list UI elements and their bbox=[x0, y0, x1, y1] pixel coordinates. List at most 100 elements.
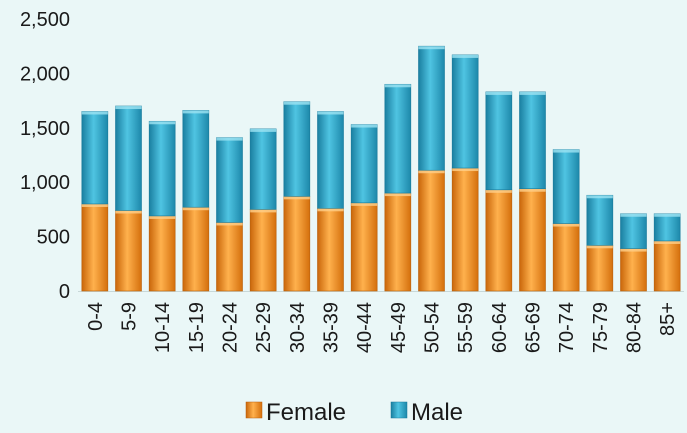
bar-edge-male-10-14 bbox=[149, 121, 176, 125]
bar-female-65-69 bbox=[519, 188, 546, 292]
bar-edge-male-80-84 bbox=[620, 213, 647, 217]
bar-male-65-69 bbox=[519, 91, 546, 190]
x-tick-label: 50-54 bbox=[422, 302, 444, 353]
y-tick-label: 2,500 bbox=[20, 9, 70, 31]
bar-male-85+ bbox=[653, 213, 681, 242]
bar-edge-female-55-59 bbox=[452, 168, 479, 172]
bar-edge-female-40-44 bbox=[351, 202, 378, 206]
bar-edge-female-25-29 bbox=[250, 209, 277, 213]
bar-edge-female-75-79 bbox=[586, 245, 613, 249]
bar-female-55-59 bbox=[451, 167, 479, 292]
bar-edge-male-30-34 bbox=[283, 101, 310, 105]
x-tick-label: 0-4 bbox=[85, 302, 107, 331]
bar-female-15-19 bbox=[182, 206, 210, 292]
x-tick-label: 75-79 bbox=[590, 302, 612, 353]
bar-edge-male-70-74 bbox=[553, 149, 580, 153]
bar-female-0-4 bbox=[81, 203, 109, 292]
bar-edge-male-60-64 bbox=[485, 91, 512, 95]
bar-edge-female-15-19 bbox=[182, 207, 209, 211]
bar-edge-male-0-4 bbox=[81, 111, 108, 115]
y-tick-label: 1,000 bbox=[20, 172, 70, 194]
y-tick-label: 500 bbox=[37, 227, 70, 249]
legend: Female Male bbox=[245, 399, 463, 426]
bar-female-75-79 bbox=[586, 245, 614, 292]
bar-edge-female-10-14 bbox=[149, 215, 176, 219]
bar-edge-male-25-29 bbox=[250, 128, 277, 132]
bar-edge-female-70-74 bbox=[553, 223, 580, 227]
bar-edge-female-35-39 bbox=[317, 208, 344, 212]
bar-female-70-74 bbox=[552, 223, 580, 292]
bar-male-75-79 bbox=[586, 194, 614, 246]
y-tick-label: 0 bbox=[59, 281, 70, 303]
bar-male-30-34 bbox=[283, 101, 311, 197]
bar-edge-female-80-84 bbox=[620, 248, 647, 252]
bar-female-80-84 bbox=[620, 248, 647, 292]
bar-edge-male-35-39 bbox=[317, 111, 344, 115]
legend-swatch-female bbox=[245, 401, 263, 419]
bar-male-0-4 bbox=[81, 111, 109, 205]
legend-swatch-male bbox=[390, 401, 408, 419]
x-tick-label: 10-14 bbox=[152, 302, 174, 353]
x-tick-label: 45-49 bbox=[388, 302, 410, 353]
bar-male-35-39 bbox=[317, 111, 344, 209]
bar-male-45-49 bbox=[384, 83, 412, 194]
bar-edge-female-85+ bbox=[654, 240, 681, 244]
bar-female-60-64 bbox=[485, 189, 513, 292]
y-tick-label: 1,500 bbox=[20, 118, 70, 140]
bar-edge-female-30-34 bbox=[283, 196, 310, 200]
x-tick-label: 65-69 bbox=[523, 302, 545, 353]
bar-male-25-29 bbox=[249, 128, 277, 210]
bar-female-5-9 bbox=[115, 210, 142, 292]
y-tick-label: 2,000 bbox=[20, 63, 70, 85]
bar-edge-male-75-79 bbox=[586, 195, 613, 199]
bar-female-50-54 bbox=[418, 169, 445, 292]
bar-male-60-64 bbox=[485, 91, 513, 191]
bar-male-70-74 bbox=[552, 149, 580, 224]
bar-edge-male-45-49 bbox=[384, 84, 411, 88]
bar-male-5-9 bbox=[115, 105, 142, 211]
bar-edge-female-5-9 bbox=[115, 210, 142, 214]
x-tick-labels: 0-4 5-9 10-14 15-19 20-24 25-29 30-34 35-39 40-4… bbox=[85, 302, 679, 353]
x-tick-label: 35-39 bbox=[321, 302, 343, 353]
axis-layer: 0 500 1,000 1,500 2,000 2,500 bbox=[20, 9, 684, 303]
bar-male-55-59 bbox=[451, 54, 479, 169]
bar-edge-male-85+ bbox=[654, 213, 681, 217]
x-tick-label: 30-34 bbox=[287, 302, 309, 353]
x-tick-label: 70-74 bbox=[556, 302, 578, 353]
x-tick-label: 5-9 bbox=[119, 302, 141, 331]
bar-edge-male-55-59 bbox=[452, 54, 479, 58]
x-tick-label: 55-59 bbox=[455, 302, 477, 353]
x-tick-label: 60-64 bbox=[489, 302, 511, 353]
bar-female-35-39 bbox=[317, 208, 344, 292]
x-tick-label: 40-44 bbox=[354, 302, 376, 353]
bar-female-85+ bbox=[653, 240, 681, 292]
bar-edge-female-50-54 bbox=[418, 170, 445, 174]
bar-edge-female-45-49 bbox=[384, 193, 411, 197]
bar-male-20-24 bbox=[216, 137, 243, 223]
bar-male-10-14 bbox=[148, 120, 176, 217]
bar-female-45-49 bbox=[384, 192, 412, 292]
bar-female-30-34 bbox=[283, 196, 311, 292]
legend-label-female: Female bbox=[266, 399, 346, 426]
legend-label-male: Male bbox=[411, 399, 463, 426]
bar-female-20-24 bbox=[216, 222, 243, 292]
bar-edge-female-60-64 bbox=[485, 189, 512, 193]
x-tick-label: 15-19 bbox=[186, 302, 208, 353]
bar-edge-male-15-19 bbox=[182, 110, 209, 114]
x-tick-label: 20-24 bbox=[220, 302, 242, 353]
bar-female-10-14 bbox=[148, 215, 176, 292]
x-tick-label: 25-29 bbox=[253, 302, 275, 353]
bar-female-25-29 bbox=[249, 209, 277, 292]
bar-male-40-44 bbox=[350, 124, 378, 204]
bar-edge-male-40-44 bbox=[351, 124, 378, 128]
bar-edge-male-5-9 bbox=[115, 106, 142, 110]
bar-edge-male-50-54 bbox=[418, 46, 445, 50]
bar-male-80-84 bbox=[620, 213, 647, 249]
bar-male-50-54 bbox=[418, 45, 445, 171]
bars-layer bbox=[81, 45, 681, 292]
bar-edge-female-65-69 bbox=[519, 188, 546, 192]
bar-edge-female-0-4 bbox=[81, 203, 108, 207]
bar-edge-male-20-24 bbox=[216, 137, 243, 141]
